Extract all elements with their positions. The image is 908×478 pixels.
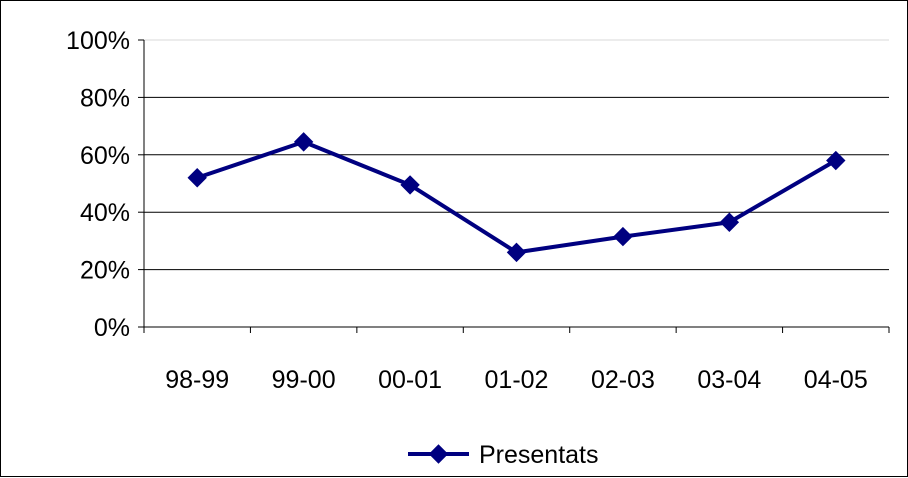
data-point-marker bbox=[826, 150, 846, 171]
y-tick-label: 60% bbox=[80, 142, 130, 170]
x-tick-labels: 98-99 99-00 00-01 01-02 02-03 03-04 04-05 bbox=[165, 366, 868, 394]
legend-marker-icon bbox=[428, 444, 449, 464]
y-tick-label: 100% bbox=[66, 27, 130, 55]
x-tick-label: 00-01 bbox=[378, 366, 442, 394]
gridlines bbox=[144, 39, 889, 271]
y-tick-label: 40% bbox=[80, 199, 130, 227]
data-point-marker bbox=[613, 226, 633, 247]
data-point-marker bbox=[719, 212, 740, 232]
series-layer bbox=[187, 132, 846, 263]
series-line-presentats bbox=[196, 139, 837, 255]
x-tick-label: 98-99 bbox=[165, 366, 229, 394]
y-tick-labels: 0% 20% 40% 60% 80% 100% bbox=[66, 27, 130, 342]
y-tick-label: 0% bbox=[94, 314, 130, 342]
data-point-marker bbox=[187, 168, 207, 188]
x-tick-label: 04-05 bbox=[804, 366, 868, 394]
data-point-marker bbox=[293, 132, 314, 152]
data-point-marker bbox=[400, 175, 420, 195]
axes bbox=[138, 39, 890, 333]
x-tick-label: 99-00 bbox=[272, 366, 336, 394]
x-tick-label: 01-02 bbox=[485, 366, 549, 394]
legend: Presentats bbox=[408, 441, 599, 469]
x-tick-label: 03-04 bbox=[697, 366, 761, 394]
data-point-marker bbox=[506, 242, 527, 263]
x-tick-label: 02-03 bbox=[591, 366, 655, 394]
y-tick-label: 80% bbox=[80, 84, 130, 112]
y-tick-label: 20% bbox=[80, 257, 130, 285]
legend-label-presentats: Presentats bbox=[479, 441, 599, 469]
